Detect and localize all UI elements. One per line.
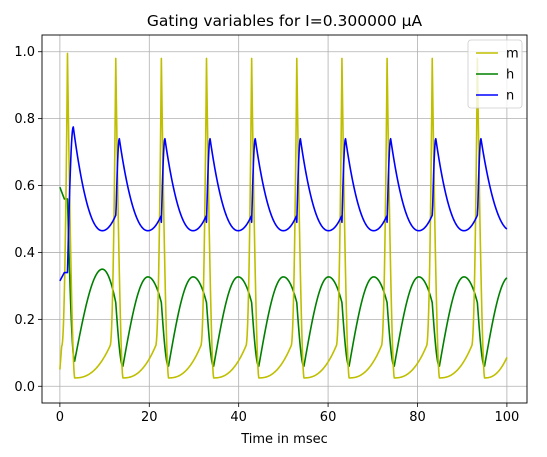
y-tick-label: 0.2: [14, 313, 35, 328]
y-tick-label: 0.4: [14, 246, 35, 261]
series-lines: [59, 52, 508, 379]
chart-title: Gating variables for I=0.300000 μA: [147, 12, 423, 30]
y-tick-label: 0.6: [14, 179, 35, 194]
plot-frame: [41, 34, 528, 404]
legend-label-m: m: [506, 47, 519, 62]
legend-label-h: h: [506, 68, 514, 83]
x-tick-label: 60: [320, 410, 337, 425]
legend-label-n: n: [506, 89, 514, 104]
series-line-n: [59, 126, 508, 282]
legend: mhn: [467, 39, 523, 109]
y-tick-label: 0.8: [14, 112, 35, 127]
series-line-h: [59, 186, 508, 367]
y-tick-label: 0.0: [14, 380, 35, 395]
x-tick-label: 20: [141, 410, 158, 425]
x-axis-label: Time in msec: [240, 432, 328, 447]
axis-ticks: 0 20 40 60 80 100 0.0 0.2 0.4 0.6 0.8 1.0: [14, 45, 519, 425]
series-line-m: [59, 52, 508, 379]
x-tick-label: 40: [230, 410, 247, 425]
y-tick-label: 1.0: [14, 45, 35, 60]
x-tick-label: 100: [494, 410, 519, 425]
x-tick-label: 0: [56, 410, 64, 425]
x-tick-label: 80: [409, 410, 426, 425]
